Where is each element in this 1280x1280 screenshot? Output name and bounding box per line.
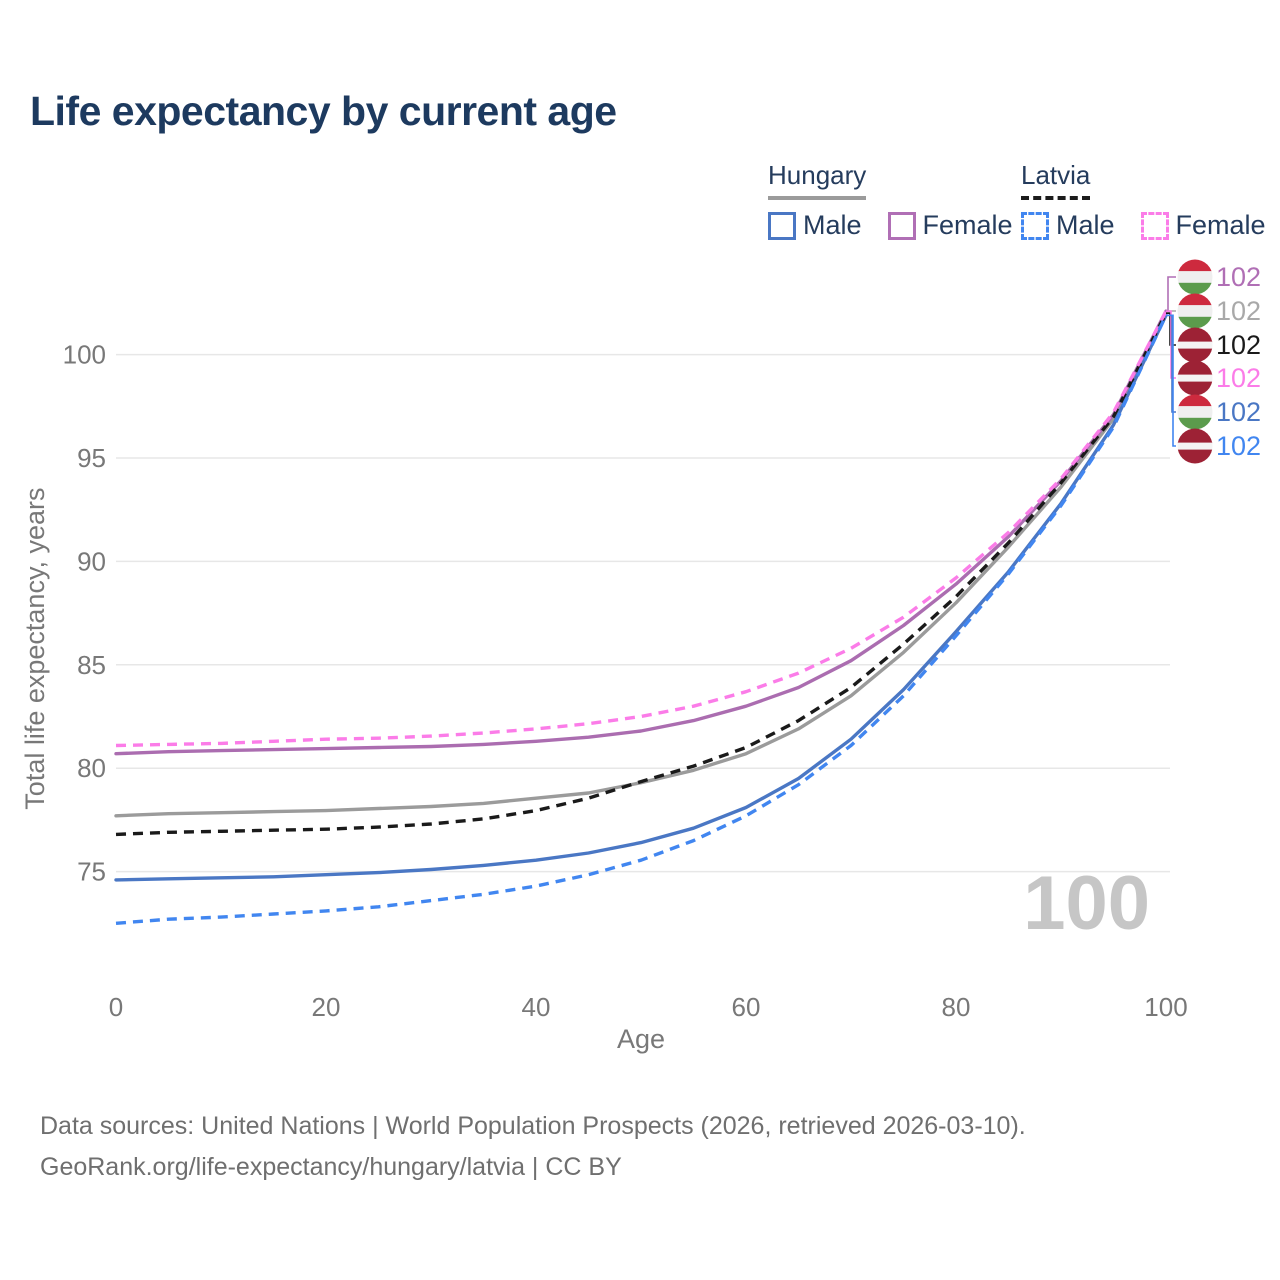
legend-group-hungary: Hungary Male Female — [768, 160, 1013, 241]
y-tick-label-90: 90 — [77, 546, 106, 576]
legend-group-latvia: Latvia Male Female — [1021, 160, 1266, 241]
x-tick-label-40: 40 — [522, 992, 551, 1022]
x-tick-label-100: 100 — [1144, 992, 1187, 1022]
x-tick-label-0: 0 — [109, 992, 123, 1022]
series-line-latvia — [115, 312, 1168, 837]
end-label-value-latvia-male: 102 — [1216, 431, 1261, 461]
end-label-value-latvia: 102 — [1216, 330, 1261, 360]
flag-icon-hungary — [1177, 293, 1213, 329]
flag-icon-hungary — [1177, 259, 1213, 295]
legend-country-hungary[interactable]: Hungary — [768, 160, 867, 200]
attribution-line: GeoRank.org/life-expectancy/hungary/latv… — [40, 1153, 622, 1181]
end-label-value-hungary: 102 — [1216, 296, 1261, 326]
end-label-value-hungary-female: 102 — [1216, 262, 1261, 292]
flag-icon-latvia — [1177, 360, 1213, 396]
legend-item-latvia-female[interactable]: Female — [1140, 210, 1266, 241]
x-axis-title: Age — [617, 1024, 665, 1054]
checkbox-icon[interactable] — [887, 211, 916, 240]
x-tick-label-60: 60 — [732, 992, 761, 1022]
y-tick-label-75: 75 — [77, 857, 106, 887]
series-line-hungary-female — [114, 309, 1168, 756]
y-tick-label-80: 80 — [77, 753, 106, 783]
legend-item-label: Male — [1056, 210, 1115, 240]
end-label-connector-latvia-male — [1166, 314, 1176, 447]
legend: Hungary Male Female Latvia Male Female — [0, 160, 1280, 250]
legend-item-latvia-male[interactable]: Male — [1021, 210, 1115, 241]
legend-item-hungary-female[interactable]: Female — [887, 210, 1013, 241]
y-tick-label-95: 95 — [77, 443, 106, 473]
y-axis-title: Total life expectancy, years — [20, 488, 50, 810]
y-tick-label-100: 100 — [63, 340, 106, 370]
x-tick-label-20: 20 — [312, 992, 341, 1022]
legend-item-label: Female — [1175, 210, 1266, 240]
checkbox-icon[interactable] — [1140, 211, 1169, 240]
legend-item-label: Male — [803, 210, 862, 240]
end-label-connector-hungary-female — [1166, 276, 1176, 312]
x-tick-label-80: 80 — [942, 992, 971, 1022]
legend-country-latvia[interactable]: Latvia — [1021, 160, 1091, 200]
checkbox-icon[interactable] — [1021, 211, 1049, 240]
current-age-counter: 100 — [1023, 861, 1150, 946]
y-tick-label-85: 85 — [77, 650, 106, 680]
flag-icon-latvia — [1177, 327, 1213, 363]
legend-item-hungary-male[interactable]: Male — [768, 210, 862, 241]
legend-item-label: Female — [922, 210, 1013, 240]
data-sources-line: Data sources: United Nations | World Pop… — [40, 1112, 1026, 1140]
series-line-hungary-male — [114, 313, 1168, 882]
series-line-latvia-male — [115, 314, 1168, 925]
flag-icon-hungary — [1177, 394, 1213, 430]
chart-canvas: 75 80 85 90 95 100 0 20 40 60 80 100 Age Total life e… — [20, 259, 1261, 1054]
checkbox-icon[interactable] — [768, 211, 796, 240]
page-title: Life expectancy by current age — [30, 88, 617, 134]
series-line-latvia-female — [115, 310, 1168, 748]
end-label-value-latvia-female: 102 — [1216, 363, 1261, 393]
flag-icon-latvia — [1177, 428, 1213, 464]
end-label-value-hungary-male: 102 — [1216, 397, 1261, 427]
footer: Data sources: United Nations | World Pop… — [40, 1106, 1240, 1188]
